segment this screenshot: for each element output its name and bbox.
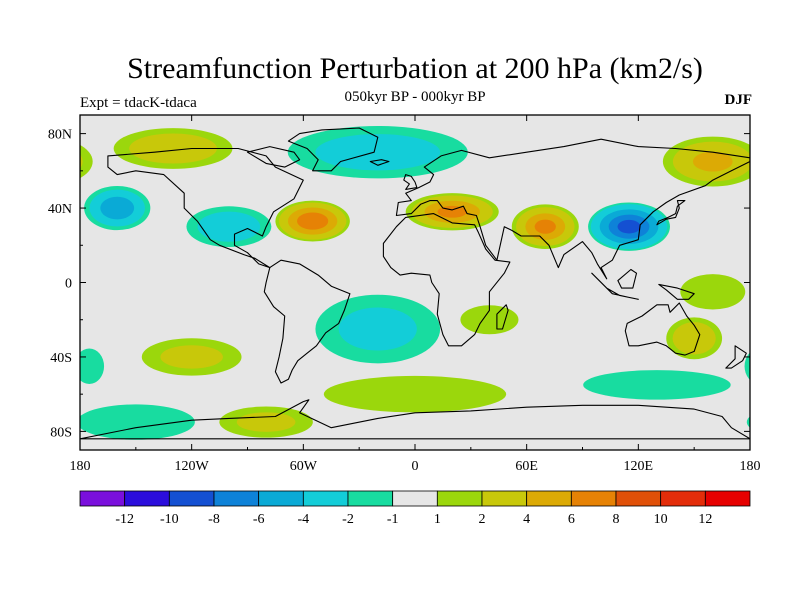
contour-band bbox=[534, 219, 556, 234]
colorbar-label: 12 bbox=[698, 512, 712, 527]
x-tick-label: 60E bbox=[515, 459, 538, 474]
y-tick-label: 0 bbox=[65, 277, 72, 292]
colorbar-swatch bbox=[124, 490, 170, 507]
y-tick-label: 40S bbox=[50, 351, 72, 366]
colorbar-swatch bbox=[302, 490, 349, 507]
colorbar-label: -6 bbox=[253, 512, 265, 527]
coastline-borneo bbox=[617, 268, 638, 289]
x-tick-label: 60W bbox=[290, 459, 318, 474]
colorbar-swatch bbox=[615, 490, 662, 507]
contour-band bbox=[680, 274, 746, 310]
colorbar-label: -10 bbox=[160, 512, 179, 527]
contour-band bbox=[746, 416, 750, 428]
coastline-eurasia bbox=[395, 138, 750, 280]
colorbar-swatch bbox=[79, 490, 126, 507]
colorbar-swatch bbox=[481, 490, 528, 507]
colorbar-label: -1 bbox=[387, 512, 399, 527]
coastline-australia bbox=[624, 302, 701, 356]
colorbar-label: 2 bbox=[479, 512, 486, 527]
colorbar-label: 4 bbox=[523, 512, 530, 527]
coastlines bbox=[80, 127, 750, 440]
y-tick-label: 40N bbox=[48, 202, 72, 217]
contour-band bbox=[80, 348, 105, 384]
coastline-madagascar bbox=[496, 304, 509, 330]
colorbar-swatch bbox=[168, 490, 215, 507]
x-tick-label: 180 bbox=[740, 459, 761, 474]
contour-band bbox=[338, 307, 417, 351]
contour-band bbox=[315, 134, 441, 171]
coastline-north-america bbox=[107, 147, 304, 269]
colorbar-swatch bbox=[258, 490, 304, 507]
coastline-africa bbox=[382, 213, 511, 347]
coastline-new-zealand bbox=[725, 345, 747, 369]
contour-band bbox=[23, 152, 63, 172]
contour-fills bbox=[23, 126, 750, 440]
colorbar-label: -8 bbox=[208, 512, 220, 527]
contour-band bbox=[460, 305, 519, 335]
contour-band bbox=[583, 370, 731, 400]
colorbar-label: 8 bbox=[613, 512, 620, 527]
contour-band bbox=[197, 211, 261, 242]
colorbar-swatch bbox=[660, 490, 706, 507]
colorbar-swatch bbox=[704, 490, 751, 507]
coastline-baffin bbox=[246, 146, 301, 168]
contour-band bbox=[297, 212, 329, 230]
contour-band bbox=[744, 352, 750, 380]
coastline-new-guinea bbox=[658, 283, 695, 300]
x-tick-label: 120W bbox=[175, 459, 210, 474]
coastline-south-america bbox=[263, 259, 351, 384]
contour-band bbox=[80, 404, 195, 440]
contour-band bbox=[692, 151, 733, 172]
y-tick-label: 80S bbox=[50, 425, 72, 440]
colorbar-swatch bbox=[570, 490, 617, 507]
experiment-label: Expt = tdacK-tdaca bbox=[80, 95, 197, 111]
contour-band bbox=[323, 375, 507, 413]
colorbar-label: -4 bbox=[297, 512, 309, 527]
coastline-iceland bbox=[369, 159, 390, 166]
contour-band bbox=[100, 196, 135, 220]
colorbar-label: -12 bbox=[115, 512, 134, 527]
coastline-greenland bbox=[287, 127, 379, 172]
y-tick-label: 80N bbox=[48, 128, 72, 143]
coastline-japan bbox=[656, 200, 686, 226]
colorbar-swatch bbox=[213, 490, 260, 507]
chart-title: Streamfunction Perturbation at 200 hPa (… bbox=[127, 52, 703, 85]
colorbar-label: 10 bbox=[654, 512, 668, 527]
colorbar-swatch bbox=[347, 490, 394, 507]
colorbar-swatch bbox=[436, 490, 483, 507]
chart-subtitle: 050kyr BP - 000kyr BP bbox=[344, 89, 486, 105]
contour-band bbox=[236, 412, 296, 432]
contour-band bbox=[129, 133, 217, 164]
coastline-antarctica bbox=[80, 399, 750, 440]
colorbar-swatch bbox=[392, 490, 438, 507]
contour-band bbox=[617, 219, 641, 234]
contour-band bbox=[80, 144, 93, 179]
colorbar-label: 6 bbox=[568, 512, 575, 527]
season-label: DJF bbox=[724, 92, 753, 108]
contour-band bbox=[160, 345, 223, 369]
colorbar: -12 -10 -8 -6 -4 -2 -1 1 2 4 6 8 10 12 bbox=[79, 490, 751, 527]
x-tick-label: 180 bbox=[70, 459, 91, 474]
coastline-uk bbox=[403, 174, 418, 190]
coastline-indonesia bbox=[591, 272, 639, 300]
colorbar-swatch bbox=[526, 490, 572, 507]
colorbar-label: -2 bbox=[342, 512, 354, 527]
x-tick-label: 120E bbox=[624, 459, 654, 474]
contour-band bbox=[80, 154, 83, 169]
x-tick-label: 0 bbox=[412, 459, 419, 474]
contour-band bbox=[672, 322, 716, 355]
colorbar-label: 1 bbox=[434, 512, 441, 527]
